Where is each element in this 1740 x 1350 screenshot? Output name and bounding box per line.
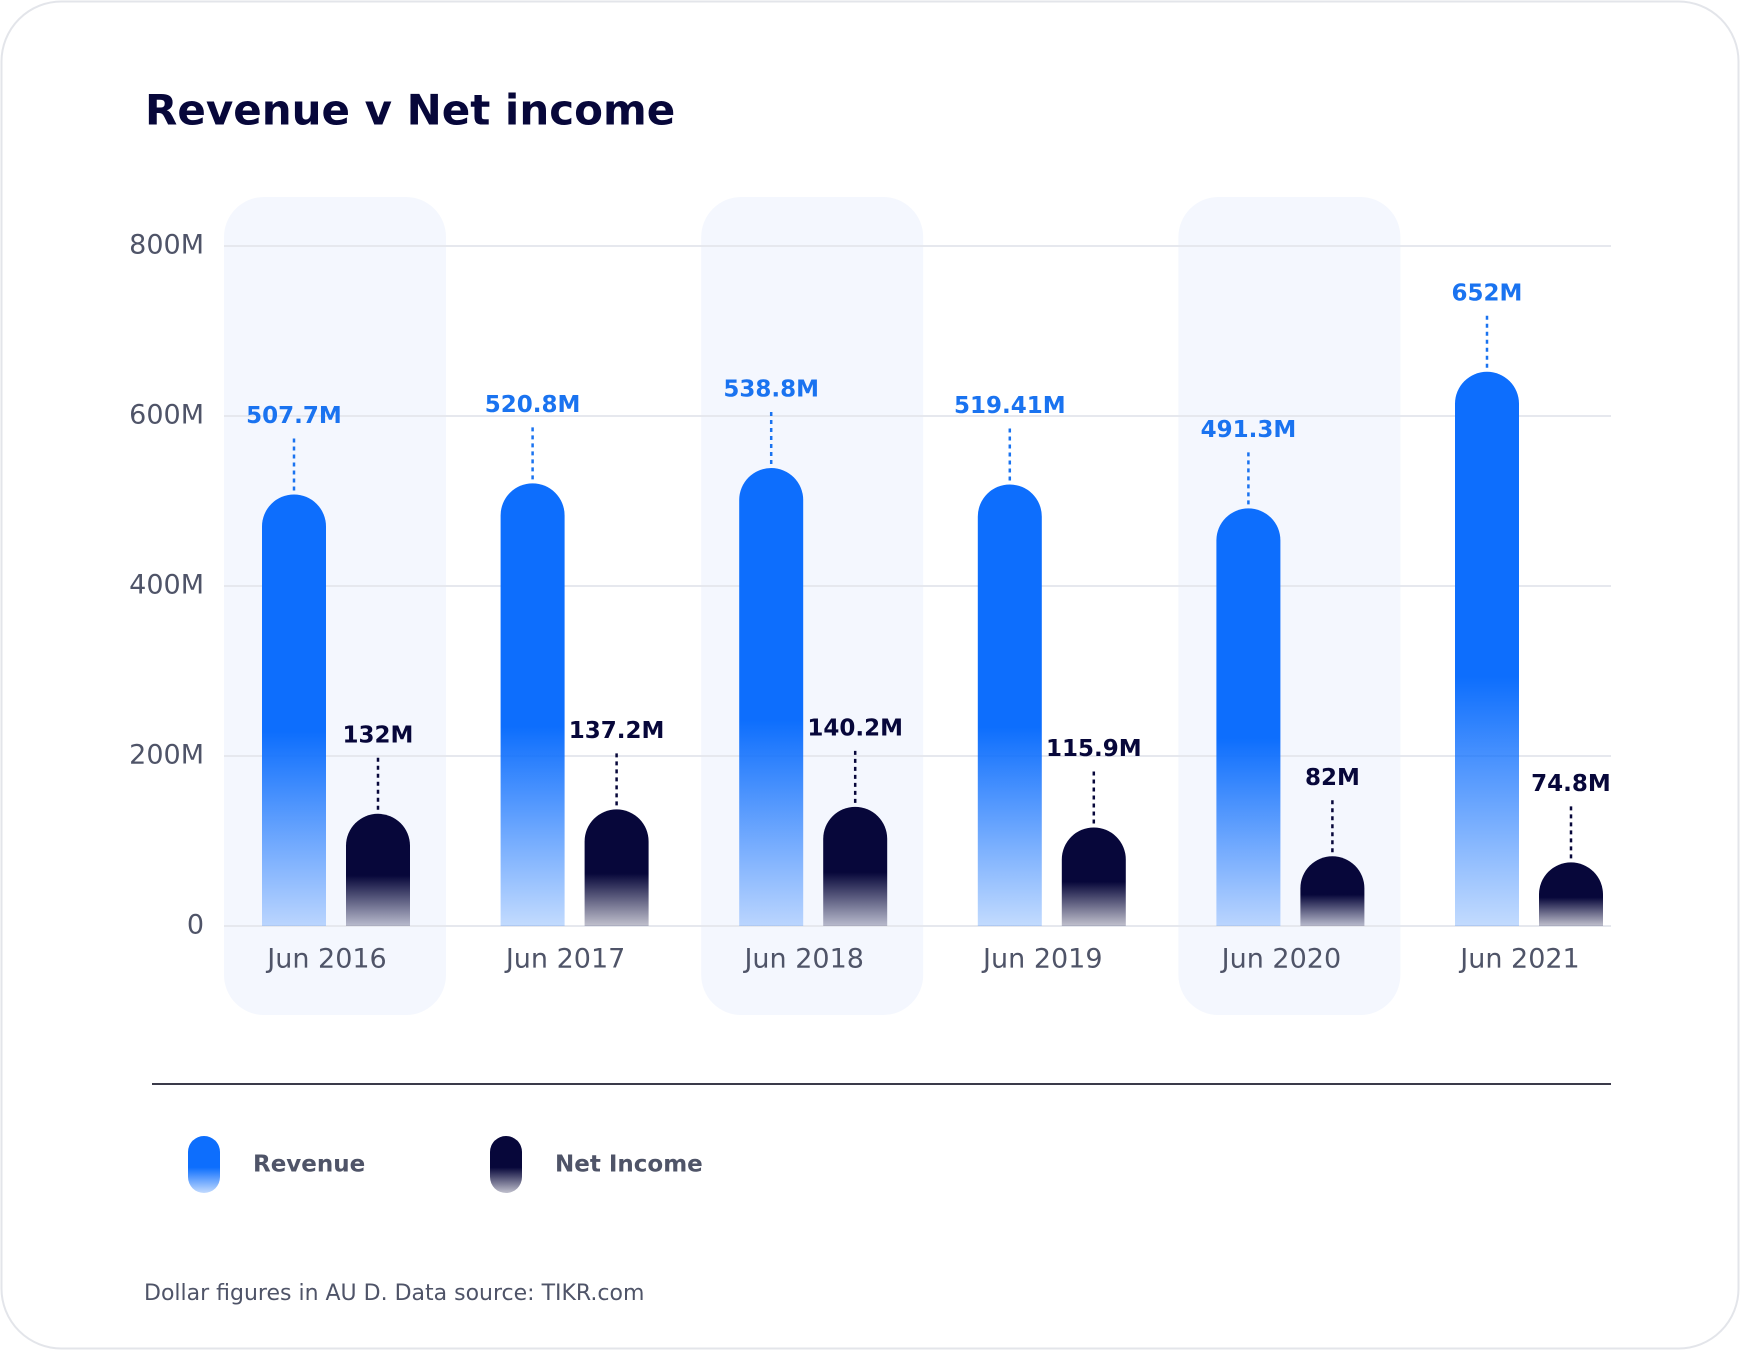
y-tick-label: 600M	[129, 400, 204, 431]
bar	[1539, 862, 1603, 926]
column-highlight	[1178, 197, 1401, 1015]
x-tick-label: Jun 2020	[1220, 944, 1341, 975]
bar	[500, 483, 565, 926]
bar	[1216, 508, 1281, 926]
bar	[346, 813, 410, 926]
y-tick-label: 200M	[129, 740, 204, 771]
legend-label: Net Income	[555, 1152, 703, 1178]
value-label: 652M	[1452, 280, 1523, 306]
bar	[1061, 827, 1126, 926]
bar	[823, 806, 888, 926]
x-tick-label: Jun 2021	[1458, 944, 1579, 975]
bar	[1300, 856, 1365, 926]
value-label: 520.8M	[485, 392, 581, 418]
y-tick-label: 400M	[129, 570, 204, 601]
x-tick-label: Jun 2017	[504, 944, 625, 975]
value-label: 137.2M	[569, 718, 665, 744]
column-highlight	[701, 197, 924, 1015]
value-label: 132M	[343, 722, 414, 748]
value-label: 115.9M	[1046, 736, 1142, 762]
value-label: 507.7M	[246, 403, 342, 429]
bar	[739, 468, 804, 926]
chart-title: Revenue v Net income	[145, 86, 675, 135]
value-label: 491.3M	[1201, 417, 1297, 443]
legend-swatch	[490, 1136, 522, 1193]
x-tick-label: Jun 2018	[742, 944, 863, 975]
bar	[1455, 371, 1519, 926]
bar	[584, 809, 649, 926]
bar	[262, 494, 326, 926]
value-label: 519.41M	[954, 393, 1066, 419]
column-highlight	[224, 197, 446, 1015]
value-label: 82M	[1305, 765, 1360, 791]
value-label: 538.8M	[723, 377, 819, 403]
y-tick-label: 0	[187, 910, 204, 941]
x-tick-label: Jun 2019	[981, 944, 1102, 975]
legend-label: Revenue	[253, 1152, 365, 1178]
value-label: 74.8M	[1531, 771, 1611, 797]
x-tick-label: Jun 2016	[265, 944, 386, 975]
legend-swatch	[188, 1136, 220, 1193]
bar	[977, 484, 1042, 926]
value-label: 140.2M	[807, 715, 903, 741]
y-tick-label: 800M	[129, 230, 204, 261]
footnote: Dollar figures in AU D. Data source: TIK…	[144, 1281, 644, 1306]
